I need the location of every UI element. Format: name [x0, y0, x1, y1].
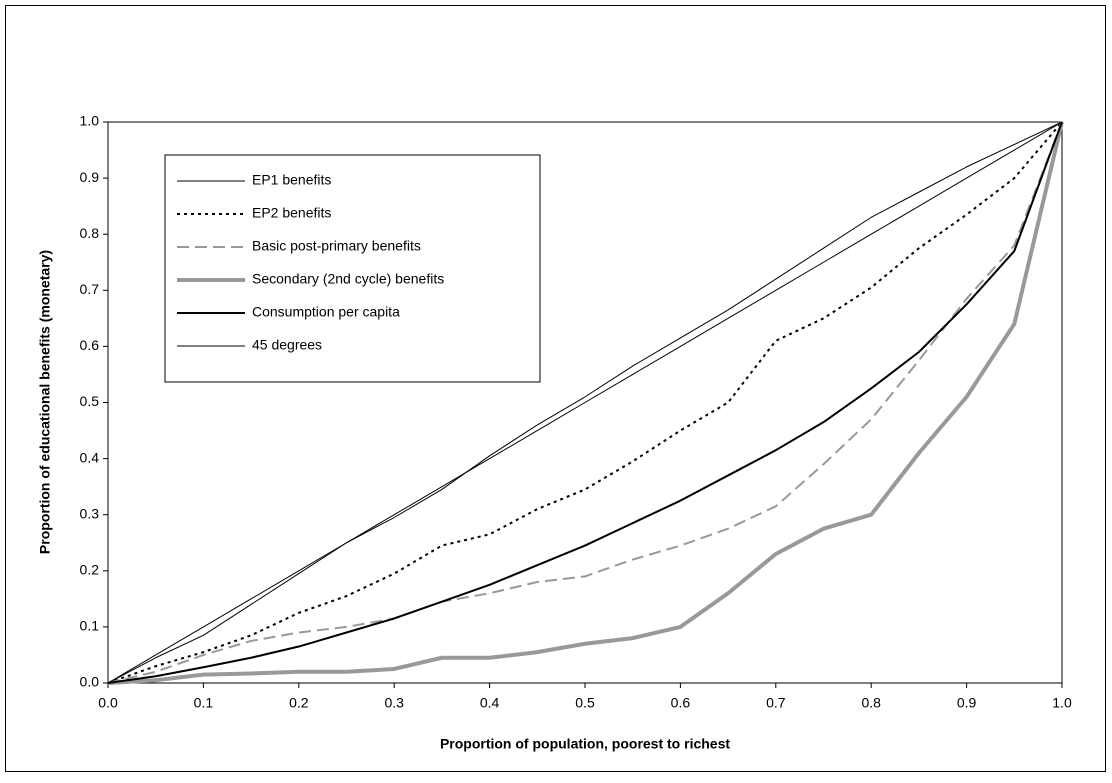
y-axis-label: Proportion of educational benefits (mone… — [37, 250, 53, 554]
x-tick-label: 0.0 — [98, 695, 118, 711]
y-tick-label: 0.7 — [80, 281, 100, 297]
y-tick-label: 0.5 — [80, 393, 100, 409]
series-line — [107, 121, 1063, 684]
x-axis-label: Proportion of population, poorest to ric… — [440, 736, 730, 752]
y-tick-label: 0.3 — [80, 505, 100, 521]
legend-label: EP1 benefits — [252, 172, 331, 188]
x-tick-label: 0.7 — [766, 695, 786, 711]
y-tick-label: 0.1 — [80, 618, 100, 634]
x-tick-label: 0.2 — [289, 695, 309, 711]
series-line — [107, 121, 1063, 684]
legend-label: Basic post-primary benefits — [252, 238, 421, 254]
x-tick-label: 0.8 — [861, 695, 881, 711]
y-tick-label: 0.6 — [80, 337, 100, 353]
y-tick-label: 1.0 — [80, 113, 100, 129]
y-tick-label: 0.9 — [80, 169, 100, 185]
series-line — [107, 121, 1063, 684]
x-tick-label: 0.5 — [575, 695, 595, 711]
series-line — [107, 121, 1063, 684]
chart-frame — [5, 5, 1106, 772]
series-line — [107, 121, 1063, 684]
x-tick-label: 0.3 — [384, 695, 404, 711]
x-tick-label: 0.6 — [671, 695, 691, 711]
legend-label: EP2 benefits — [252, 205, 331, 221]
legend-label: 45 degrees — [252, 337, 322, 353]
legend-label: Consumption per capita — [252, 304, 400, 320]
series-line — [107, 121, 1064, 685]
y-tick-label: 0.0 — [80, 674, 100, 690]
x-tick-label: 0.9 — [957, 695, 977, 711]
x-tick-label: 1.0 — [1052, 695, 1072, 711]
y-tick-label: 0.8 — [80, 225, 100, 241]
legend-box — [164, 154, 541, 383]
x-tick-label: 0.1 — [194, 695, 214, 711]
y-tick-label: 0.4 — [80, 449, 100, 465]
y-tick-label: 0.2 — [80, 562, 100, 578]
x-tick-label: 0.4 — [480, 695, 500, 711]
legend-label: Secondary (2nd cycle) benefits — [252, 271, 444, 287]
